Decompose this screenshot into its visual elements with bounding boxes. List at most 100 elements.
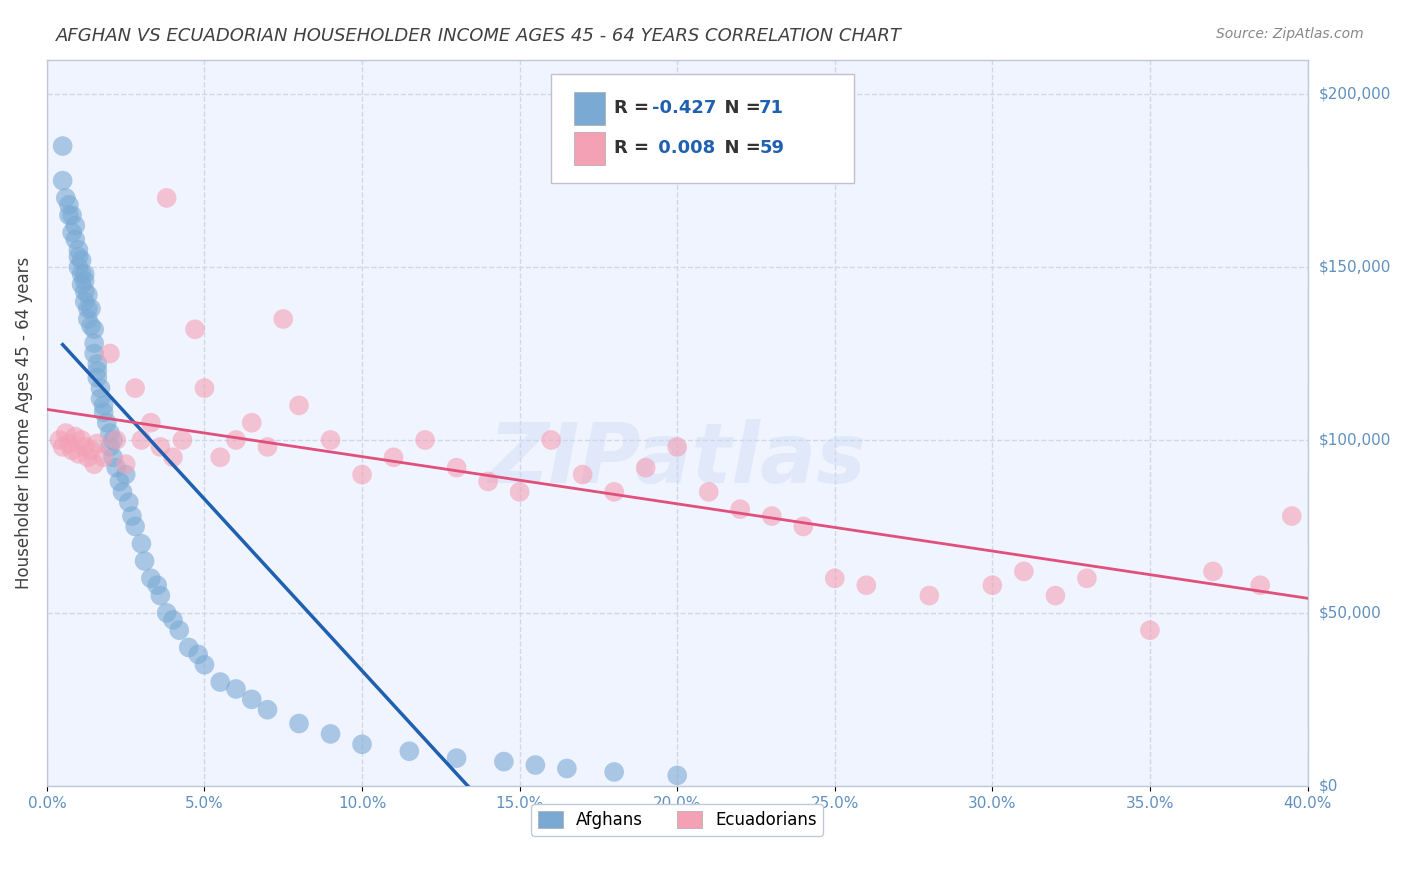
Point <box>398 744 420 758</box>
Text: 71: 71 <box>759 99 785 117</box>
Point <box>76 301 98 316</box>
Point <box>352 737 374 751</box>
Point <box>1202 565 1225 579</box>
Text: $100,000: $100,000 <box>1319 433 1391 448</box>
Point <box>149 440 172 454</box>
Point <box>413 433 436 447</box>
Point <box>603 764 626 779</box>
Point <box>855 578 877 592</box>
Point <box>728 502 751 516</box>
Point <box>761 509 783 524</box>
Point <box>146 578 169 592</box>
Point <box>86 436 108 450</box>
Point <box>93 450 115 465</box>
Point <box>73 274 96 288</box>
Y-axis label: Householder Income Ages 45 - 64 years: Householder Income Ages 45 - 64 years <box>15 257 32 589</box>
Point <box>288 398 311 412</box>
Text: $50,000: $50,000 <box>1319 606 1381 620</box>
Point <box>58 208 80 222</box>
Point <box>256 440 278 454</box>
Point <box>86 370 108 384</box>
Point <box>80 301 103 316</box>
Point <box>55 191 77 205</box>
Point <box>172 433 194 447</box>
Point <box>134 554 156 568</box>
Point <box>60 208 83 222</box>
Point <box>555 762 578 776</box>
Text: R =: R = <box>614 99 655 117</box>
Point <box>105 433 128 447</box>
Point <box>80 443 103 458</box>
Point <box>65 429 87 443</box>
Point <box>76 287 98 301</box>
Point <box>83 457 105 471</box>
Point <box>86 357 108 371</box>
Point <box>80 318 103 333</box>
FancyBboxPatch shape <box>574 92 606 125</box>
Point <box>1012 565 1035 579</box>
Point <box>981 578 1004 592</box>
Text: $0: $0 <box>1319 779 1339 793</box>
Point <box>73 440 96 454</box>
Point <box>114 467 136 482</box>
Point <box>65 232 87 246</box>
Point <box>60 443 83 458</box>
Point <box>193 657 215 672</box>
Point <box>89 381 111 395</box>
Point <box>114 457 136 471</box>
Point <box>156 191 179 205</box>
Point <box>477 475 499 489</box>
Point <box>446 751 468 765</box>
Point <box>240 692 263 706</box>
Point <box>209 450 232 465</box>
Point <box>918 589 941 603</box>
Point <box>60 226 83 240</box>
Point <box>792 519 814 533</box>
Point <box>83 336 105 351</box>
Point <box>209 675 232 690</box>
Text: ZIPatlas: ZIPatlas <box>488 418 866 500</box>
Point <box>666 440 689 454</box>
Point <box>139 416 162 430</box>
Point <box>162 613 184 627</box>
Point <box>225 433 247 447</box>
Point <box>98 440 121 454</box>
Point <box>256 703 278 717</box>
Point <box>319 727 342 741</box>
Text: N =: N = <box>713 139 768 157</box>
Point <box>70 277 93 292</box>
Point <box>319 433 342 447</box>
Text: -0.427: -0.427 <box>652 99 717 117</box>
Point <box>288 716 311 731</box>
Point <box>1281 509 1303 524</box>
Point <box>52 174 75 188</box>
Point <box>48 433 70 447</box>
Point <box>603 484 626 499</box>
Point <box>76 312 98 326</box>
Point <box>111 484 134 499</box>
Point <box>824 571 846 585</box>
Point <box>225 681 247 696</box>
Point <box>121 509 143 524</box>
Point <box>101 433 124 447</box>
Text: $200,000: $200,000 <box>1319 87 1391 102</box>
Point <box>86 364 108 378</box>
Text: $150,000: $150,000 <box>1319 260 1391 275</box>
Point <box>540 433 562 447</box>
Text: 59: 59 <box>759 139 785 157</box>
Point <box>446 460 468 475</box>
Point <box>89 392 111 406</box>
Point <box>105 460 128 475</box>
Point <box>70 433 93 447</box>
Point <box>73 285 96 299</box>
Point <box>70 267 93 281</box>
Point <box>58 436 80 450</box>
Point <box>67 243 90 257</box>
Point <box>177 640 200 655</box>
Point <box>93 398 115 412</box>
Point <box>187 648 209 662</box>
Point <box>666 768 689 782</box>
Point <box>96 416 118 430</box>
Point <box>697 484 720 499</box>
Point <box>108 475 131 489</box>
